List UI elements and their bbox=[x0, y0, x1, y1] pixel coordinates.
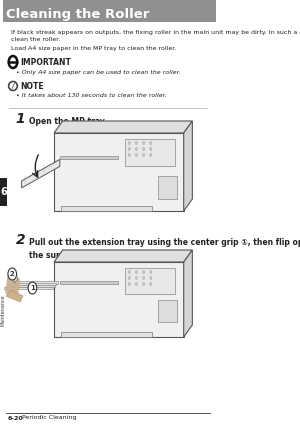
Circle shape bbox=[142, 147, 145, 150]
FancyBboxPatch shape bbox=[125, 268, 175, 294]
Text: Cleaning the Roller: Cleaning the Roller bbox=[6, 8, 149, 20]
FancyBboxPatch shape bbox=[54, 262, 184, 337]
FancyBboxPatch shape bbox=[158, 300, 177, 322]
Circle shape bbox=[135, 270, 137, 274]
Circle shape bbox=[142, 153, 145, 156]
FancyBboxPatch shape bbox=[14, 281, 58, 284]
Circle shape bbox=[8, 268, 16, 280]
FancyBboxPatch shape bbox=[11, 283, 56, 286]
FancyBboxPatch shape bbox=[60, 281, 118, 284]
FancyBboxPatch shape bbox=[61, 332, 152, 337]
Polygon shape bbox=[22, 159, 60, 188]
Polygon shape bbox=[54, 121, 192, 133]
Text: Pull out the extension tray using the center grip ①, then flip open
the support : Pull out the extension tray using the ce… bbox=[29, 238, 300, 260]
FancyBboxPatch shape bbox=[61, 206, 152, 211]
Text: NOTE: NOTE bbox=[20, 82, 44, 91]
Circle shape bbox=[128, 153, 130, 156]
Circle shape bbox=[142, 142, 145, 144]
FancyBboxPatch shape bbox=[7, 285, 55, 287]
Circle shape bbox=[150, 270, 152, 274]
Text: Periodic Cleaning: Periodic Cleaning bbox=[22, 416, 76, 420]
Text: 1: 1 bbox=[30, 285, 35, 291]
Polygon shape bbox=[11, 271, 18, 283]
Circle shape bbox=[135, 142, 137, 144]
Text: Load A4 size paper in the MP tray to clean the roller.: Load A4 size paper in the MP tray to cle… bbox=[11, 46, 176, 51]
Circle shape bbox=[150, 277, 152, 280]
FancyBboxPatch shape bbox=[4, 287, 53, 289]
Circle shape bbox=[128, 147, 130, 150]
Circle shape bbox=[28, 282, 37, 294]
Polygon shape bbox=[54, 250, 192, 262]
Text: 6-20: 6-20 bbox=[7, 416, 23, 420]
FancyBboxPatch shape bbox=[0, 0, 3, 22]
Polygon shape bbox=[184, 250, 192, 337]
Text: /: / bbox=[12, 83, 14, 89]
FancyBboxPatch shape bbox=[54, 133, 184, 211]
Circle shape bbox=[150, 142, 152, 144]
Text: Open the MP tray.: Open the MP tray. bbox=[29, 117, 107, 126]
Circle shape bbox=[135, 283, 137, 286]
FancyBboxPatch shape bbox=[60, 156, 118, 159]
Circle shape bbox=[142, 277, 145, 280]
Polygon shape bbox=[0, 0, 216, 22]
Text: Maintenance: Maintenance bbox=[0, 294, 5, 326]
FancyBboxPatch shape bbox=[125, 139, 175, 166]
Circle shape bbox=[135, 147, 137, 150]
Circle shape bbox=[150, 283, 152, 286]
Circle shape bbox=[150, 153, 152, 156]
Text: • It takes about 130 seconds to clean the roller.: • It takes about 130 seconds to clean th… bbox=[16, 93, 166, 98]
Circle shape bbox=[128, 277, 130, 280]
Circle shape bbox=[135, 277, 137, 280]
Text: 2: 2 bbox=[10, 271, 15, 277]
Circle shape bbox=[135, 153, 137, 156]
Circle shape bbox=[142, 283, 145, 286]
FancyBboxPatch shape bbox=[158, 176, 177, 199]
Circle shape bbox=[128, 270, 130, 274]
Text: 2: 2 bbox=[16, 233, 26, 247]
Circle shape bbox=[128, 142, 130, 144]
Text: IMPORTANT: IMPORTANT bbox=[20, 57, 71, 66]
Circle shape bbox=[128, 283, 130, 286]
Text: 1: 1 bbox=[16, 112, 26, 126]
Polygon shape bbox=[184, 121, 192, 211]
Text: • Only A4 size paper can be used to clean the roller.: • Only A4 size paper can be used to clea… bbox=[16, 70, 181, 75]
Text: 6: 6 bbox=[0, 187, 7, 197]
Text: If black streak appears on outputs, the fixing roller in the main unit may be di: If black streak appears on outputs, the … bbox=[11, 30, 300, 42]
Polygon shape bbox=[6, 290, 23, 302]
Circle shape bbox=[142, 270, 145, 274]
Circle shape bbox=[150, 147, 152, 150]
FancyBboxPatch shape bbox=[0, 178, 7, 206]
